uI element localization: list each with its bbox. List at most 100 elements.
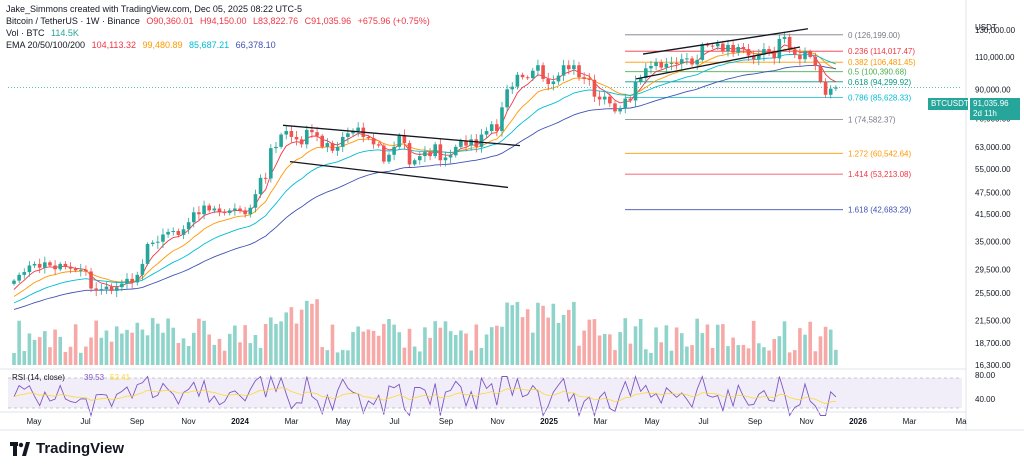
candle-body: [823, 81, 828, 95]
time-tick-label: May: [335, 417, 350, 426]
fib-level-label: 0 (126,199.00): [848, 31, 900, 40]
price-tick-label: 130,000.00: [975, 26, 1016, 35]
candle-body: [104, 286, 109, 290]
trendline: [642, 28, 809, 55]
price-tick-label: 41,500.00: [975, 210, 1011, 219]
candle-body: [638, 78, 643, 82]
symbol-title[interactable]: Bitcoin / TetherUS · 1W · Binance: [6, 16, 140, 26]
candle-body: [53, 265, 57, 270]
change-value: +675.96 (+0.75%): [357, 16, 430, 26]
candle-body: [335, 146, 340, 151]
rsi-tick-label: 40.00: [975, 395, 996, 404]
candle-body: [679, 59, 684, 64]
volume-bar: [407, 328, 412, 365]
volume-bar: [366, 329, 371, 365]
volume-bar: [459, 330, 463, 365]
candle-body: [731, 44, 735, 53]
candle-body: [695, 59, 699, 65]
ema-label[interactable]: EMA 20/50/100/200: [6, 40, 86, 50]
candle-body: [751, 55, 756, 60]
candle-body: [217, 208, 222, 212]
volume-bar: [392, 324, 396, 365]
candle-body: [561, 65, 566, 76]
candle-body: [284, 131, 289, 135]
candle-body: [376, 144, 381, 146]
volume-bar: [176, 343, 181, 365]
candle-body: [248, 207, 253, 215]
volume-bar: [798, 328, 802, 365]
volume-bar: [181, 338, 186, 365]
volume-bar: [335, 352, 340, 365]
candle-body: [27, 265, 32, 273]
candle-body: [787, 36, 792, 50]
candle-body: [792, 49, 797, 55]
price-tick-label: 29,500.00: [975, 265, 1011, 274]
candle-body: [726, 44, 730, 52]
volume-bar: [834, 349, 838, 365]
candle-body: [618, 108, 622, 112]
volume-bar: [746, 348, 751, 365]
candle-body: [150, 242, 155, 245]
volume-bar: [371, 330, 376, 365]
candle-body: [269, 148, 273, 179]
ema-row: EMA 20/50/100/200 104,113.32 99,480.89 8…: [6, 40, 280, 50]
candle-body: [68, 266, 73, 269]
volume-bar: [150, 318, 155, 365]
volume-bar: [469, 350, 473, 365]
volume-bar: [638, 318, 643, 365]
price-tick-label: 90,000.00: [975, 85, 1011, 94]
volume-bar: [818, 336, 823, 365]
symbol-row: Bitcoin / TetherUS · 1W · Binance O90,36…: [6, 16, 434, 26]
volume-bar: [443, 321, 448, 365]
candle-body: [109, 286, 114, 291]
volume-bar: [649, 352, 653, 365]
volume-bar: [135, 322, 140, 365]
volume-bar: [243, 325, 247, 365]
fib-level-label: 1.272 (60,542.64): [848, 149, 911, 158]
volume-bar: [376, 335, 381, 365]
candle-body: [515, 74, 520, 87]
rsi-label[interactable]: RSI (14, close): [12, 373, 65, 382]
volume-bar: [572, 301, 576, 365]
volume-bar: [166, 318, 170, 365]
candle-body: [99, 289, 104, 291]
volume-bar: [659, 342, 664, 365]
volume-bar: [191, 332, 196, 365]
volume-bar: [792, 350, 797, 365]
candle-body: [84, 269, 88, 272]
candle-body: [525, 77, 530, 79]
volume-bar: [351, 332, 355, 365]
candle-body: [407, 143, 412, 165]
volume-bar: [464, 333, 468, 365]
volume-bar: [500, 326, 504, 365]
volume-bar: [53, 329, 57, 365]
candle-body: [654, 62, 658, 67]
volume-bar: [685, 346, 689, 365]
volume-bar: [546, 317, 551, 365]
candle-body: [541, 65, 545, 79]
candle-body: [777, 38, 782, 59]
volume-bar: [289, 307, 294, 365]
volume-bar: [654, 327, 658, 365]
volume-bar: [664, 325, 669, 365]
candle-body: [459, 140, 463, 147]
candle-body: [22, 272, 27, 275]
ema100-value: 85,687.21: [189, 40, 230, 50]
candle-body: [48, 262, 52, 266]
time-tick-label: May: [644, 417, 659, 426]
current-price-tag: 91,035.96 2d 11h: [970, 98, 1020, 120]
price-tick-label: 35,000.00: [975, 238, 1011, 247]
tradingview-logo[interactable]: TradingView: [10, 440, 124, 457]
vol-label[interactable]: Vol · BTC: [6, 28, 45, 38]
volume-bar: [736, 345, 741, 365]
candle-body: [371, 138, 376, 145]
candle-body: [156, 241, 160, 243]
candle-body: [669, 62, 674, 64]
candle-body: [207, 205, 211, 211]
volume-bar: [551, 303, 556, 365]
fib-level-label: 1.414 (53,213.08): [848, 170, 911, 179]
candle-body: [741, 46, 746, 50]
volume-bar: [217, 338, 222, 365]
volume-bar: [304, 300, 309, 365]
